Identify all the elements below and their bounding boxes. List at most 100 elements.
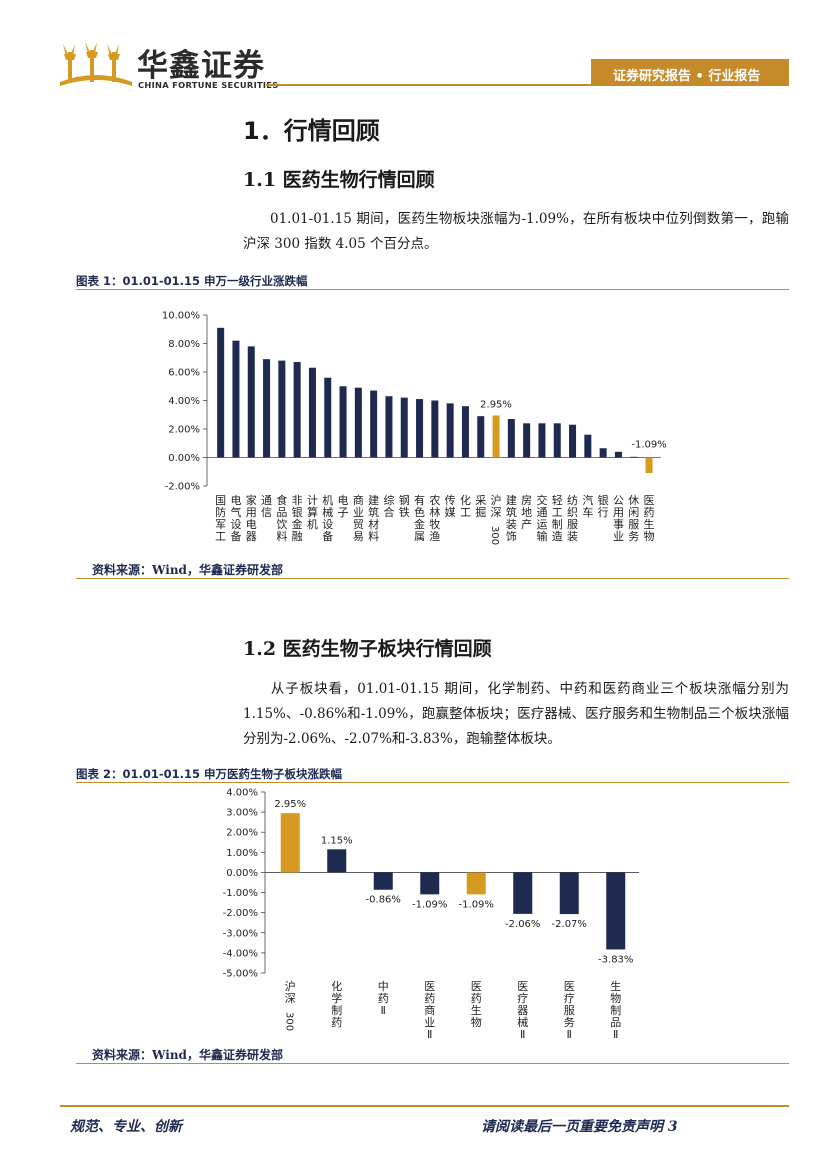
logo-mark — [60, 38, 132, 88]
x-tick-label-银行: 行 — [598, 506, 609, 519]
x-tick-label-商业贸易: 商 — [353, 493, 364, 507]
bar-交通运输 — [538, 423, 546, 458]
x-tick-label-医药商业Ⅱ: 药 — [424, 992, 435, 1005]
x-tick-label-传媒: 媒 — [445, 506, 456, 519]
y-tick-label: -2.00% — [165, 482, 200, 493]
x-tick-label-汽车: 汽 — [582, 493, 593, 507]
company-name-english: CHINA FORTUNE SECURITIES — [138, 80, 279, 90]
x-tick-label-综合: 合 — [383, 505, 394, 519]
x-tick-label-公用事业: 业 — [613, 530, 624, 543]
data-label-医疗器械Ⅱ: -2.06% — [505, 919, 540, 930]
x-tick-label-商业贸易: 贸 — [353, 518, 364, 531]
x-tick-label-有色金属: 属 — [414, 530, 425, 543]
x-tick-label-家用电器: 家 — [246, 493, 257, 507]
x-tick-label-建筑装饰: 建 — [506, 493, 517, 507]
x-tick-label-交通运输: 输 — [536, 529, 547, 543]
x-tick-label-食品饮料: 饮 — [276, 518, 287, 531]
x-tick-label-交通运输: 交 — [536, 493, 547, 507]
bar-沪深300 — [280, 813, 300, 873]
bar-银行 — [599, 448, 607, 458]
bar-化工 — [461, 406, 469, 458]
x-tick-label-家用电器: 电 — [246, 518, 257, 531]
bar-采掘 — [477, 416, 485, 458]
x-tick-label-汽车: 车 — [582, 505, 593, 519]
y-tick-label: -5.00% — [223, 969, 258, 980]
x-tick-label-建筑装饰: 饰 — [506, 529, 517, 543]
x-tick-label-房地产: 房 — [521, 494, 532, 507]
x-tick-label-沪深300: 沪 — [491, 493, 502, 507]
bar-轻工制造 — [553, 423, 561, 458]
x-tick-label-医药商业Ⅱ: 业 — [424, 1016, 435, 1029]
x-tick-label-纺织服装: 装 — [567, 530, 578, 543]
x-tick-label-非银金融: 金 — [292, 517, 303, 531]
bar-医药商业Ⅱ — [420, 872, 440, 895]
x-tick-label-生物制品Ⅱ: 品 — [610, 1016, 621, 1029]
report-type-label: 证券研究报告 • 行业报告 — [613, 69, 761, 84]
paragraph-1-text: 01.01-01.15 期间，医药生物板块涨幅为-1.09%，在所有板块中位列倒… — [243, 211, 789, 252]
x-tick-label-国防军工: 军 — [215, 518, 226, 531]
x-tick-label-轻工制造: 制 — [552, 518, 563, 531]
x-tick-label-纺织服装: 服 — [567, 518, 578, 531]
figure-1-title: 图表 1：01.01-01.15 申万一级行业涨跌幅 — [76, 274, 308, 288]
x-tick-label-中药Ⅱ: 药 — [378, 992, 389, 1005]
x-tick-label-医疗器械Ⅱ: 械 — [517, 1015, 528, 1029]
bar-建筑材料 — [370, 390, 378, 458]
x-tick-label-农林牧渔: 农 — [429, 493, 440, 507]
bar-国防军工 — [217, 327, 225, 458]
figure-1-source: 资料来源：Wind，华鑫证券研发部 — [92, 563, 283, 577]
x-tick-label-非银金融: 融 — [292, 530, 303, 543]
x-tick-label-建筑材料: 材 — [368, 517, 379, 531]
y-tick-label: 10.00% — [162, 311, 200, 322]
data-label-沪深300: 2.95% — [274, 799, 306, 810]
bar-中药Ⅱ — [373, 872, 393, 890]
x-tick-label-计算机: 算 — [307, 505, 318, 519]
x-tick-label-医药商业Ⅱ: 医 — [424, 980, 435, 993]
header-tab — [591, 59, 789, 86]
x-tick-label-沪深300: 沪 — [285, 979, 296, 993]
bar-医疗器械Ⅱ — [513, 872, 533, 914]
y-tick-label: 4.00% — [168, 396, 200, 407]
x-tick-label-轻工制造: 造 — [552, 529, 563, 543]
y-tick-label: 8.00% — [168, 339, 200, 350]
x-tick-label-建筑材料: 筑 — [368, 505, 379, 519]
x-tick-label-国防军工: 防 — [215, 505, 226, 519]
figure-2-bottom-rule — [76, 1063, 789, 1064]
x-tick-label-休闲服务: 闲 — [628, 505, 639, 519]
x-tick-label-医药生物: 物 — [644, 529, 655, 543]
x-tick-label-机械设备: 械 — [322, 505, 333, 519]
x-tick-label-建筑装饰: 装 — [506, 518, 517, 531]
bar-传媒 — [446, 403, 454, 458]
x-tick-label-国防军工: 国 — [215, 494, 226, 507]
bar-电子 — [339, 386, 347, 458]
x-tick-label-医疗服务Ⅱ: 医 — [564, 980, 575, 993]
x-tick-label-医疗服务Ⅱ: Ⅱ — [567, 1028, 572, 1041]
y-tick-label: 0.00% — [168, 453, 200, 464]
y-tick-label: 2.00% — [226, 828, 258, 839]
bar-沪深300 — [492, 415, 500, 458]
x-tick-label-医疗服务Ⅱ: 疗 — [564, 991, 575, 1005]
bar-医药生物 — [645, 457, 653, 474]
x-tick-label-商业贸易: 易 — [353, 530, 364, 543]
x-tick-label-钢铁: 钢 — [399, 494, 410, 507]
x-tick-label-纺织服装: 纺 — [567, 493, 578, 507]
bar-农林牧渔 — [431, 400, 439, 458]
company-logo-icon — [60, 42, 132, 86]
footer-divider — [60, 1105, 789, 1107]
x-tick-label-休闲服务: 休 — [628, 494, 639, 507]
x-tick-label-医药商业Ⅱ: 商 — [424, 1003, 435, 1017]
x-tick-label-化学制药: 药 — [331, 1016, 342, 1029]
x-tick-label-公用事业: 事 — [613, 518, 624, 531]
bar-休闲服务 — [630, 456, 638, 458]
bar-食品饮料 — [278, 360, 286, 458]
subsection-heading-2: 1.2 医药生物子板块行情回顾 — [243, 638, 492, 660]
x-tick-label-电子: 电 — [338, 494, 349, 507]
x-tick-label-公用事业: 公 — [613, 494, 624, 507]
x-tick-label-计算机: 计 — [307, 494, 318, 507]
y-tick-label: -1.00% — [223, 888, 258, 899]
header-divider — [266, 84, 789, 86]
x-tick-label-机械设备: 备 — [322, 529, 333, 543]
x-tick-label-纺织服装: 织 — [567, 506, 578, 519]
bar-医药生物 — [466, 872, 486, 895]
x-tick-label-中药Ⅱ: Ⅱ — [381, 1004, 386, 1017]
x-tick-label-沪深300: 300 — [283, 1012, 294, 1031]
